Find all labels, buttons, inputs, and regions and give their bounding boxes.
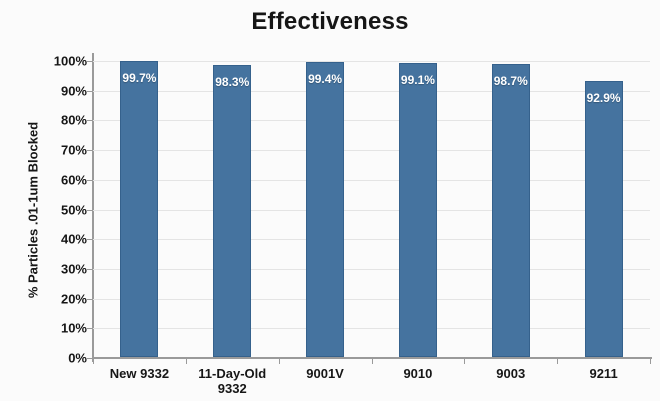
- y-tick-label: 30%: [60, 261, 87, 277]
- x-axis-tick: [93, 359, 94, 364]
- gridline: [93, 120, 650, 122]
- x-axis-tick: [371, 359, 373, 364]
- x-category-label: 9211: [589, 366, 618, 381]
- y-tick-label: 80%: [60, 112, 87, 128]
- gridline: [93, 150, 650, 152]
- gridline: [93, 328, 650, 330]
- chart-title: Effectiveness: [251, 8, 409, 35]
- y-axis-tick: [87, 298, 93, 300]
- y-axis-tick: [87, 239, 93, 241]
- bar: 98.7%: [491, 63, 530, 357]
- y-axis-tick: [87, 209, 93, 211]
- gridline: [93, 209, 650, 211]
- x-axis-tick: [650, 359, 651, 364]
- y-axis-tick: [87, 268, 93, 270]
- bar-value-label: 92.9%: [586, 91, 621, 106]
- x-axis-tick: [278, 359, 280, 364]
- bar-value-label: 99.1%: [400, 72, 435, 87]
- y-tick-label: 10%: [60, 320, 87, 336]
- bar: 99.1%: [398, 62, 437, 357]
- bar-value-label: 98.3%: [215, 75, 250, 90]
- bar-value-label: 98.7%: [493, 73, 528, 88]
- y-axis-tick: [87, 179, 93, 181]
- bar: 98.3%: [213, 65, 252, 357]
- x-axis-tick: [464, 359, 466, 364]
- x-category-label: 9003: [496, 366, 526, 381]
- y-tick-label: 40%: [60, 231, 87, 247]
- y-axis-tick: [87, 328, 93, 330]
- y-tick-label: 0%: [68, 350, 87, 366]
- bar: 99.4%: [306, 61, 345, 357]
- bar: 99.7%: [120, 60, 159, 357]
- gridline: [93, 179, 650, 181]
- plot-area: 0% 10% 20% 30% 40% 50% 60% 70% 80% 90% 100% 99.7% Ne…: [54, 53, 652, 396]
- y-axis-tick: [87, 90, 93, 92]
- y-axis-line: [92, 53, 94, 362]
- y-axis-tick: [87, 61, 93, 62]
- y-tick-label: 20%: [60, 291, 87, 307]
- gridline: [93, 61, 650, 62]
- y-axis-tick: [87, 120, 93, 122]
- bar-value-label: 99.7%: [122, 70, 157, 85]
- y-axis-tick: [87, 358, 93, 359]
- y-tick-label: 70%: [60, 142, 87, 158]
- bar-value-label: 99.4%: [308, 71, 343, 86]
- bar: 92.9%: [584, 81, 623, 357]
- x-category-label: New 9332: [109, 366, 170, 381]
- y-tick-label: 100%: [53, 53, 87, 69]
- y-tick-label: 60%: [60, 172, 87, 188]
- gridline: [93, 298, 650, 300]
- x-category-label: 11-Day-Old 9332: [198, 366, 267, 396]
- y-tick-label: 90%: [60, 83, 87, 99]
- x-category-label: 9010: [403, 366, 433, 381]
- x-category-label: 9001V: [306, 366, 344, 381]
- gridline: [93, 239, 650, 241]
- x-axis-tick: [557, 359, 559, 364]
- y-axis-tick: [87, 150, 93, 152]
- gridline: [93, 90, 650, 92]
- gridline: [93, 268, 650, 270]
- x-axis-tick: [185, 359, 187, 364]
- y-tick-label: 50%: [60, 202, 87, 217]
- x-axis-line: [92, 357, 652, 359]
